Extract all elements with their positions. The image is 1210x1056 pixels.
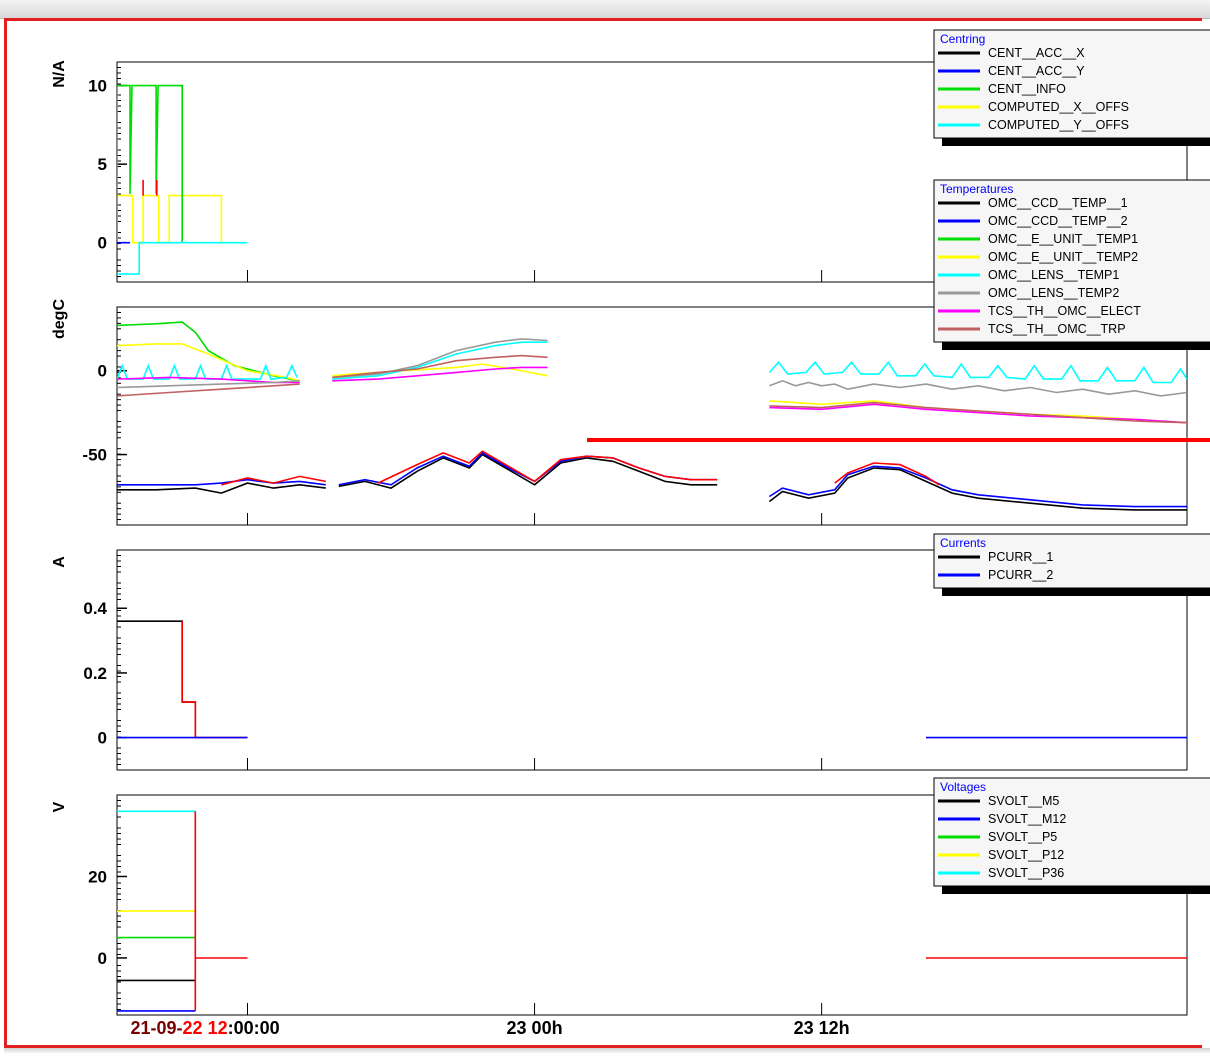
x-tick-label: 23 12h (794, 1018, 850, 1038)
x-tick-label-part: 23 12h (794, 1018, 850, 1038)
legend-entry: TCS__TH__OMC__ELECT (988, 304, 1141, 318)
y-tick-label: 0.2 (83, 664, 107, 683)
y-axis-label: A (51, 556, 68, 568)
legend-title: Currents (940, 536, 986, 550)
legend-entry: COMPUTED__X__OFFS (988, 100, 1129, 114)
series-line (117, 363, 298, 380)
y-tick-label: 0 (98, 234, 107, 253)
legend-entry: OMC__LENS__TEMP2 (988, 286, 1119, 300)
y-tick-label: 5 (98, 155, 107, 174)
series-line (769, 401, 1187, 424)
y-tick-label: 0.4 (83, 599, 107, 618)
legend-box (933, 777, 1210, 887)
legend-entry: CENT__ACC__X (988, 46, 1085, 60)
series-line (117, 241, 248, 275)
x-tick-label-part: 21-09- (130, 1018, 182, 1038)
y-tick-label: 0 (98, 729, 107, 748)
legend-entry: SVOLT__P5 (988, 830, 1057, 844)
legend-box (933, 29, 1210, 139)
series-line (332, 338, 548, 379)
legend-entry: SVOLT__M5 (988, 794, 1059, 808)
legend-box (933, 179, 1210, 343)
series-line (769, 379, 1187, 397)
y-axis-label: V (51, 801, 68, 812)
series-line (332, 354, 548, 379)
series-group (117, 321, 1187, 511)
x-tick-label-part: 12 (208, 1018, 228, 1038)
series-line (117, 84, 183, 243)
series-line (117, 380, 300, 389)
legend-title: Temperatures (940, 182, 1013, 196)
series-group (117, 810, 1187, 1012)
legend-entry: TCS__TH__OMC__TRP (988, 322, 1126, 336)
y-axis-label: degC (51, 299, 68, 339)
series-line (377, 450, 718, 484)
frame-shadow (4, 1048, 1210, 1054)
series-line (338, 453, 718, 489)
y-tick-label: 0 (98, 362, 107, 381)
series-line (332, 341, 548, 380)
legend-entry: COMPUTED__Y__OFFS (988, 118, 1129, 132)
legend-entry: OMC__CCD__TEMP__1 (988, 196, 1128, 210)
series-line (332, 363, 548, 377)
legend-entry: SVOLT__M12 (988, 812, 1066, 826)
y-tick-label: -50 (82, 446, 107, 465)
legend-entry: OMC__E__UNIT__TEMP1 (988, 232, 1138, 246)
series-line (117, 383, 300, 397)
x-tick-label-part: 22 (183, 1018, 203, 1038)
legend-title: Voltages (940, 780, 986, 794)
legend-box (933, 533, 1210, 589)
series-line (221, 475, 326, 486)
series-line (768, 465, 1187, 508)
legend-entry: OMC__E__UNIT__TEMP2 (988, 250, 1138, 264)
legend-entry: SVOLT__P12 (988, 848, 1064, 862)
legend-entry: OMC__CCD__TEMP__2 (988, 214, 1128, 228)
legend-entry: SVOLT__P36 (988, 866, 1064, 880)
x-tick-label-part: :00:00 (228, 1018, 280, 1038)
series-line (768, 360, 1187, 384)
x-tick-label: 23 00h (507, 1018, 563, 1038)
legend-entry: OMC__LENS__TEMP1 (988, 268, 1119, 282)
series-line (768, 467, 1187, 511)
series-line (117, 482, 326, 494)
series-group (117, 620, 1187, 739)
y-tick-label: 0 (98, 949, 107, 968)
series-group (117, 84, 248, 275)
series-line (194, 811, 248, 1011)
series-line (769, 403, 1187, 424)
y-axis-label: N/A (51, 60, 68, 88)
y-tick-label: 10 (88, 77, 107, 96)
x-tick-label-part: 23 00h (507, 1018, 563, 1038)
legend-entry: PCURR__1 (988, 550, 1053, 564)
legend-entry: CENT__ACC__Y (988, 64, 1085, 78)
legend-entry: CENT__INFO (988, 82, 1066, 96)
legend-title: Centring (940, 32, 985, 46)
series-line (117, 194, 223, 244)
y-tick-label: 20 (88, 867, 107, 886)
legend-entry: PCURR__2 (988, 568, 1053, 582)
series-line (332, 366, 548, 382)
series-line (834, 462, 940, 486)
x-tick-label: 21-09-22 12:00:00 (130, 1018, 279, 1038)
